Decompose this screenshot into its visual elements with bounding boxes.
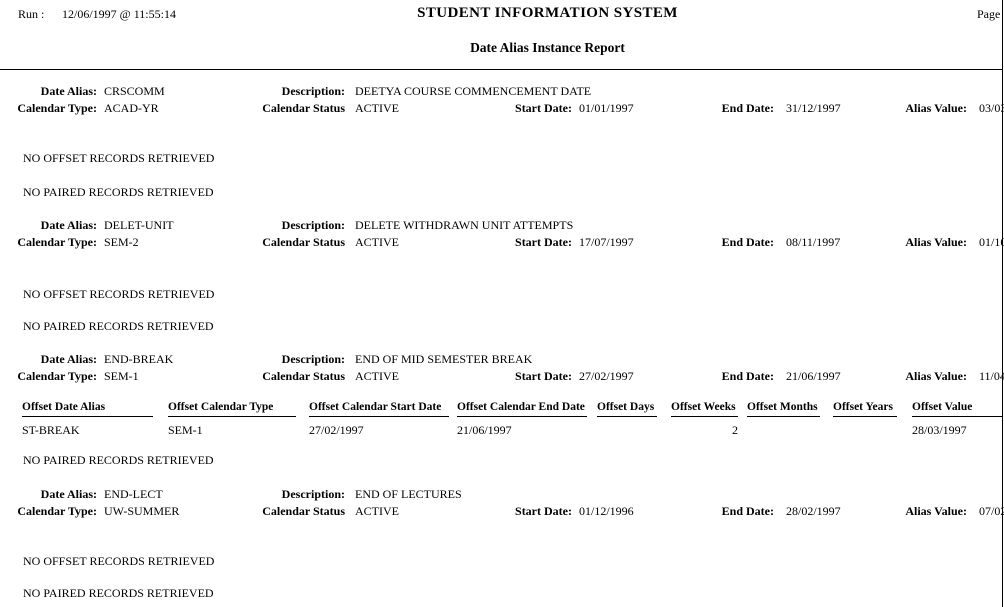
page-right-border: [1002, 0, 1003, 607]
date-alias-label: Date Alias:: [40, 352, 97, 366]
end-date-value: 21/06/1997: [786, 369, 841, 383]
offset-table-header: Offset Value: [912, 401, 1003, 417]
alias-value-value: 11/04: [979, 369, 1004, 383]
calendar-status-label: Calendar Status: [262, 369, 345, 383]
description-label: Description:: [281, 487, 345, 501]
calendar-status-value: ACTIVE: [355, 101, 399, 115]
alias-value-label: Alias Value:: [905, 369, 967, 383]
description-value: END OF MID SEMESTER BREAK: [355, 352, 533, 366]
calendar-type-value: SEM-1: [104, 369, 139, 383]
calendar-status-label: Calendar Status: [262, 235, 345, 249]
end-date-label: End Date:: [721, 235, 774, 249]
no-paired-message: NO PAIRED RECORDS RETRIEVED: [23, 586, 214, 600]
calendar-status-value: ACTIVE: [355, 369, 399, 383]
record-block: Date Alias: DELET-UNIT Description: DELE…: [0, 219, 1004, 253]
offset-table-cell: 2: [732, 423, 738, 437]
start-date-value: 27/02/1997: [579, 369, 634, 383]
offset-table-header: Offset Weeks: [671, 401, 738, 417]
alias-value-label: Alias Value:: [905, 235, 967, 249]
report-subtitle: Date Alias Instance Report: [470, 40, 625, 55]
no-paired-message: NO PAIRED RECORDS RETRIEVED: [23, 185, 214, 199]
record-block: Date Alias: CRSCOMM Description: DEETYA …: [0, 85, 1004, 119]
date-alias-value: END-LECT: [104, 487, 163, 501]
record-block: Date Alias: END-BREAK Description: END O…: [0, 353, 1004, 387]
end-date-label: End Date:: [721, 101, 774, 115]
offset-table-header: Offset Months: [747, 401, 820, 417]
record-block: Date Alias: END-LECT Description: END OF…: [0, 488, 1004, 522]
description-label: Description:: [281, 218, 345, 232]
description-value: DELETE WITHDRAWN UNIT ATTEMPTS: [355, 218, 574, 232]
no-offset-message: NO OFFSET RECORDS RETRIEVED: [23, 554, 215, 568]
calendar-status-value: ACTIVE: [355, 504, 399, 518]
calendar-type-label: Calendar Type:: [17, 235, 97, 249]
header-divider: [0, 69, 1003, 70]
alias-value-label: Alias Value:: [905, 101, 967, 115]
alias-value-value: 01/10: [979, 235, 1004, 249]
calendar-status-label: Calendar Status: [262, 101, 345, 115]
calendar-type-label: Calendar Type:: [17, 101, 97, 115]
page-label: Page: [977, 7, 1001, 21]
date-alias-value: DELET-UNIT: [104, 218, 174, 232]
alias-value-label: Alias Value:: [905, 504, 967, 518]
no-paired-message: NO PAIRED RECORDS RETRIEVED: [23, 453, 214, 467]
end-date-value: 31/12/1997: [786, 101, 841, 115]
offset-table-cell: 21/06/1997: [457, 423, 512, 437]
end-date-label: End Date:: [721, 504, 774, 518]
start-date-label: Start Date:: [515, 369, 572, 383]
description-label: Description:: [281, 84, 345, 98]
start-date-value: 17/07/1997: [579, 235, 634, 249]
end-date-value: 28/02/1997: [786, 504, 841, 518]
date-alias-label: Date Alias:: [40, 487, 97, 501]
date-alias-value: CRSCOMM: [104, 84, 165, 98]
date-alias-label: Date Alias:: [40, 218, 97, 232]
start-date-value: 01/01/1997: [579, 101, 634, 115]
offset-table-header: Offset Years: [833, 401, 897, 417]
no-offset-message: NO OFFSET RECORDS RETRIEVED: [23, 151, 215, 165]
calendar-type-value: ACAD-YR: [104, 101, 159, 115]
calendar-type-value: SEM-2: [104, 235, 139, 249]
calendar-type-value: UW-SUMMER: [104, 504, 180, 518]
description-value: END OF LECTURES: [355, 487, 462, 501]
calendar-status-label: Calendar Status: [262, 504, 345, 518]
offset-table-cell: 27/02/1997: [309, 423, 364, 437]
report-title: STUDENT INFORMATION SYSTEM: [417, 5, 678, 21]
offset-table-header: Offset Calendar Start Date: [309, 401, 449, 417]
calendar-status-value: ACTIVE: [355, 235, 399, 249]
offset-table-cell: ST-BREAK: [22, 423, 80, 437]
offset-table-cell: SEM-1: [168, 423, 203, 437]
offset-table-header: Offset Calendar End Date: [457, 401, 587, 417]
date-alias-value: END-BREAK: [104, 352, 174, 366]
end-date-label: End Date:: [721, 369, 774, 383]
run-label: Run :: [18, 7, 45, 21]
start-date-label: Start Date:: [515, 235, 572, 249]
offset-table-header: Offset Date Alias: [22, 401, 153, 417]
no-offset-message: NO OFFSET RECORDS RETRIEVED: [23, 287, 215, 301]
offset-table-cell: 28/03/1997: [912, 423, 967, 437]
alias-value-value: 07/02: [979, 504, 1004, 518]
offset-table-header: Offset Calendar Type: [168, 401, 296, 417]
calendar-type-label: Calendar Type:: [17, 504, 97, 518]
start-date-value: 01/12/1996: [579, 504, 634, 518]
date-alias-label: Date Alias:: [40, 84, 97, 98]
end-date-value: 08/11/1997: [786, 235, 841, 249]
start-date-label: Start Date:: [515, 504, 572, 518]
description-label: Description:: [281, 352, 345, 366]
run-timestamp: 12/06/1997 @ 11:55:14: [62, 7, 176, 21]
offset-table-header: Offset Days: [597, 401, 657, 417]
description-value: DEETYA COURSE COMMENCEMENT DATE: [355, 84, 592, 98]
alias-value-value: 03/03: [979, 101, 1004, 115]
calendar-type-label: Calendar Type:: [17, 369, 97, 383]
no-paired-message: NO PAIRED RECORDS RETRIEVED: [23, 319, 214, 333]
start-date-label: Start Date:: [515, 101, 572, 115]
